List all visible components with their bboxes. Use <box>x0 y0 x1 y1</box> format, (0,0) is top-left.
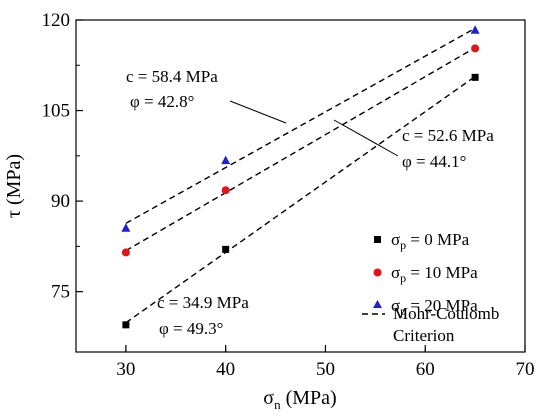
leader-series-10 <box>333 119 399 157</box>
point-series-0-0 <box>122 321 130 329</box>
data-points <box>121 25 480 329</box>
annotation-series-0: c = 34.9 MPa φ = 49.3° <box>157 293 249 338</box>
fit-line-series-2 <box>125 27 476 224</box>
legend-label-series-10: σp = 10 MPa <box>391 263 478 285</box>
point-series-2-1 <box>221 155 231 165</box>
legend-label-series-20: σp = 20 MPa <box>391 296 478 318</box>
legend-marker-series-10 <box>373 268 382 277</box>
x-axis-title: σn (MPa) <box>263 387 336 412</box>
annotation-cohesion-20: c = 58.4 MPa <box>126 67 218 86</box>
x-tick-label-70: 70 <box>516 359 535 380</box>
legend-fit-label-line2: Criterion <box>393 326 455 345</box>
annotation-friction-angle-0: φ = 49.3° <box>159 319 223 338</box>
y-tick-label-120: 120 <box>42 10 71 31</box>
annotation-friction-angle-20: φ = 42.8° <box>130 92 194 111</box>
x-tick-label-40: 40 <box>216 359 235 380</box>
point-series-0-2 <box>471 73 479 81</box>
annotation-series-10: c = 52.6 MPa φ = 44.1° <box>402 126 494 171</box>
legend-fit-label-line1: Mohr-Coulomb <box>393 304 499 323</box>
x-tick-label-60: 60 <box>416 359 435 380</box>
legend: σp = 0 MPa σp = 10 MPa σp = 20 MPa Mohr-… <box>362 230 499 345</box>
y-axis: 75 90 105 120 <box>42 10 83 303</box>
fit-line-series-0 <box>125 75 476 324</box>
y-axis-title: τ (MPa) <box>3 154 25 218</box>
x-tick-label-50: 50 <box>316 359 335 380</box>
point-series-2-2 <box>470 25 480 34</box>
legend-label-series-0: σp = 0 MPa <box>391 230 470 252</box>
point-series-2-0 <box>121 223 131 232</box>
point-series-0-1 <box>222 245 230 253</box>
point-series-1-1 <box>221 186 230 195</box>
point-series-1-2 <box>471 44 480 53</box>
annotation-leaders <box>229 100 399 157</box>
y-tick-label-105: 105 <box>42 101 71 122</box>
annotation-cohesion-10: c = 52.6 MPa <box>402 126 494 145</box>
plot-frame <box>75 19 526 353</box>
y-tick-label-90: 90 <box>51 191 70 212</box>
x-tick-label-30: 30 <box>116 359 135 380</box>
y-tick-label-75: 75 <box>51 282 70 303</box>
point-series-1-0 <box>121 248 130 257</box>
legend-marker-series-20 <box>373 300 382 308</box>
leader-series-20 <box>229 100 287 124</box>
annotation-series-20: c = 58.4 MPa φ = 42.8° <box>126 67 218 111</box>
plot-area-border <box>75 19 526 353</box>
annotation-friction-angle-10: φ = 44.1° <box>402 152 466 171</box>
fit-line-series-1 <box>125 47 476 252</box>
legend-marker-series-0 <box>374 236 381 243</box>
x-axis: 30 40 50 60 70 <box>116 345 535 380</box>
fit-lines <box>125 27 476 324</box>
annotation-cohesion-0: c = 34.9 MPa <box>157 293 249 312</box>
